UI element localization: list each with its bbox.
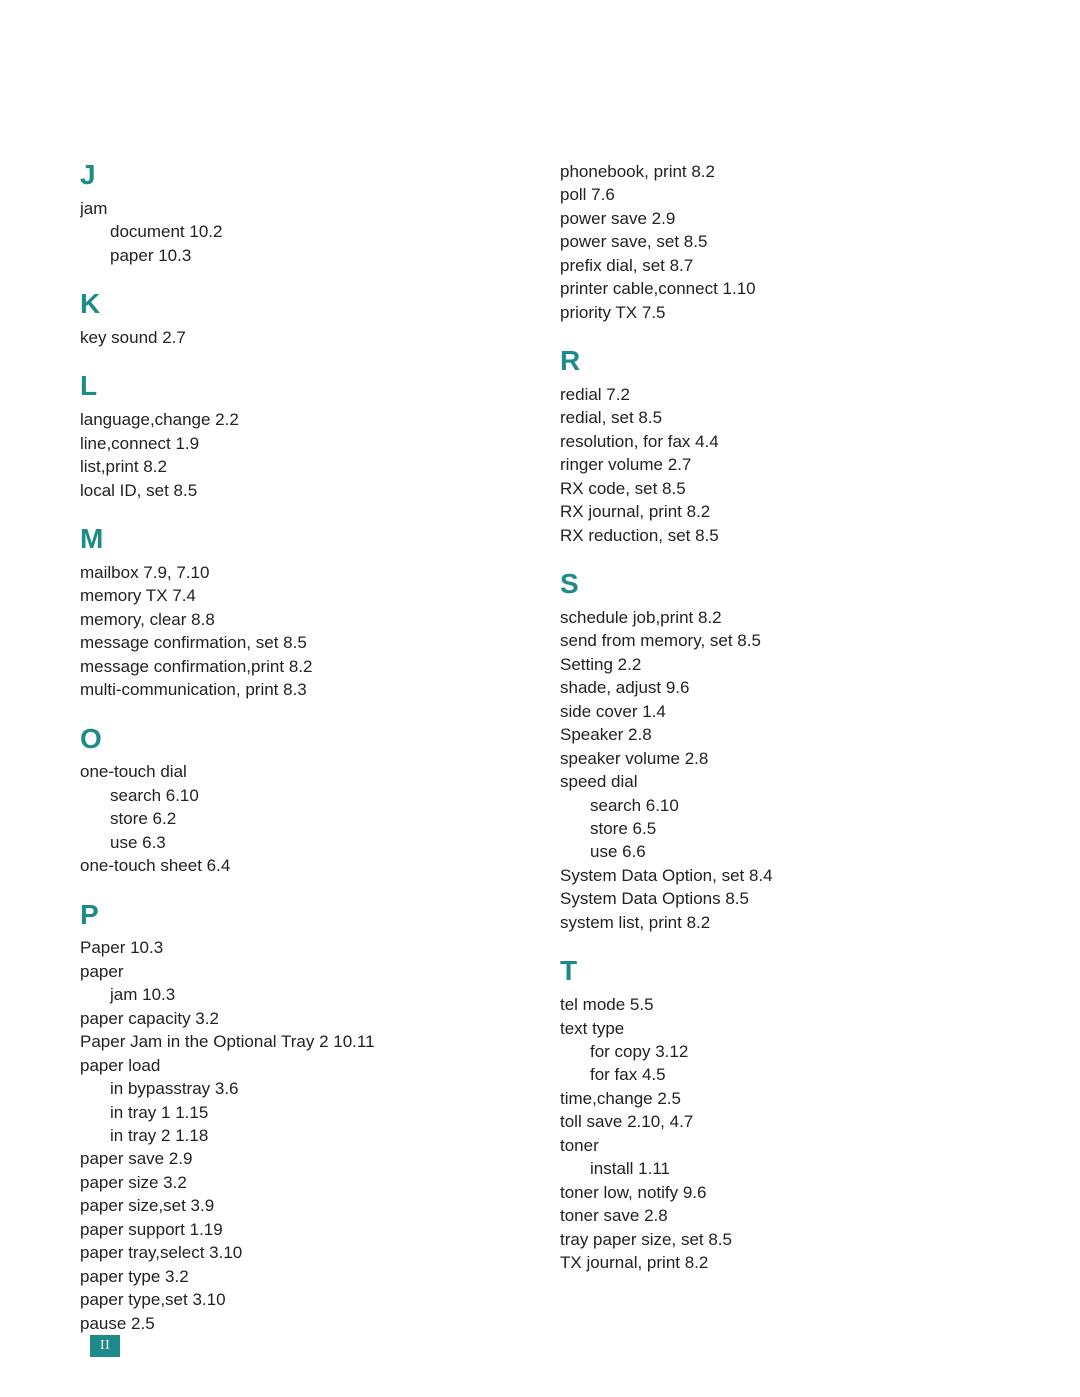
index-entry: paper capacity 3.2 <box>80 1007 520 1030</box>
index-entry: phonebook, print 8.2 <box>560 160 1000 183</box>
index-entry: printer cable,connect 1.10 <box>560 277 1000 300</box>
index-letter-r: R <box>560 346 1000 377</box>
index-page: Jjamdocument 10.2paper 10.3 Kkey sound 2.… <box>0 0 1080 1395</box>
index-entry: tray paper size, set 8.5 <box>560 1228 1000 1251</box>
index-entry: system list, print 8.2 <box>560 911 1000 934</box>
index-entry: memory, clear 8.8 <box>80 608 520 631</box>
index-entry: speed dial <box>560 770 1000 793</box>
index-entry: paper size 3.2 <box>80 1171 520 1194</box>
index-entry: install 1.11 <box>560 1157 1000 1180</box>
index-entry: message confirmation, set 8.5 <box>80 631 520 654</box>
index-entry: toll save 2.10, 4.7 <box>560 1110 1000 1133</box>
index-entry: message confirmation,print 8.2 <box>80 655 520 678</box>
index-entry: ringer volume 2.7 <box>560 453 1000 476</box>
index-entry: poll 7.6 <box>560 183 1000 206</box>
index-entry: prefix dial, set 8.7 <box>560 254 1000 277</box>
page-number-badge: II <box>90 1335 120 1357</box>
index-column-right: phonebook, print 8.2poll 7.6power save 2… <box>560 160 1000 1335</box>
index-letter-m: M <box>80 524 520 555</box>
index-letter-t: T <box>560 956 1000 987</box>
index-entry: memory TX 7.4 <box>80 584 520 607</box>
index-entry: redial, set 8.5 <box>560 406 1000 429</box>
index-entry: paper <box>80 960 520 983</box>
index-entry: time,change 2.5 <box>560 1087 1000 1110</box>
index-entry: power save, set 8.5 <box>560 230 1000 253</box>
index-entry: RX code, set 8.5 <box>560 477 1000 500</box>
index-letter-l: L <box>80 371 520 402</box>
index-column-left: Jjamdocument 10.2paper 10.3 Kkey sound 2.… <box>80 160 520 1335</box>
index-entry: RX journal, print 8.2 <box>560 500 1000 523</box>
index-entry: one-touch sheet 6.4 <box>80 854 520 877</box>
index-entry: document 10.2 <box>80 220 520 243</box>
index-entry: Paper Jam in the Optional Tray 2 10.11 <box>80 1030 520 1053</box>
index-entry: store 6.5 <box>560 817 1000 840</box>
index-entry: in bypasstray 3.6 <box>80 1077 520 1100</box>
index-entry: jam <box>80 197 520 220</box>
index-letter-o: O <box>80 724 520 755</box>
index-entry: side cover 1.4 <box>560 700 1000 723</box>
index-entry: Speaker 2.8 <box>560 723 1000 746</box>
index-letter-j: J <box>80 160 520 191</box>
index-entry: tel mode 5.5 <box>560 993 1000 1016</box>
index-entry: search 6.10 <box>560 794 1000 817</box>
index-entry: paper type 3.2 <box>80 1265 520 1288</box>
index-entry: paper save 2.9 <box>80 1147 520 1170</box>
index-entry: use 6.6 <box>560 840 1000 863</box>
index-entry: language,change 2.2 <box>80 408 520 431</box>
index-entry: paper load <box>80 1054 520 1077</box>
index-entry: shade, adjust 9.6 <box>560 676 1000 699</box>
index-entry: search 6.10 <box>80 784 520 807</box>
index-entry: line,connect 1.9 <box>80 432 520 455</box>
index-entry: for copy 3.12 <box>560 1040 1000 1063</box>
index-entry: store 6.2 <box>80 807 520 830</box>
index-entry: send from memory, set 8.5 <box>560 629 1000 652</box>
index-entry: speaker volume 2.8 <box>560 747 1000 770</box>
index-entry: System Data Options 8.5 <box>560 887 1000 910</box>
index-entry: local ID, set 8.5 <box>80 479 520 502</box>
index-entry: TX journal, print 8.2 <box>560 1251 1000 1274</box>
index-entry: priority TX 7.5 <box>560 301 1000 324</box>
index-entry: paper 10.3 <box>80 244 520 267</box>
index-entry: toner save 2.8 <box>560 1204 1000 1227</box>
index-entry: list,print 8.2 <box>80 455 520 478</box>
index-entry: redial 7.2 <box>560 383 1000 406</box>
index-entry: paper size,set 3.9 <box>80 1194 520 1217</box>
index-entry: toner low, notify 9.6 <box>560 1181 1000 1204</box>
index-entry: text type <box>560 1017 1000 1040</box>
index-entry: RX reduction, set 8.5 <box>560 524 1000 547</box>
index-entry: for fax 4.5 <box>560 1063 1000 1086</box>
index-entry: pause 2.5 <box>80 1312 520 1335</box>
index-entry: paper support 1.19 <box>80 1218 520 1241</box>
index-entry: multi-communication, print 8.3 <box>80 678 520 701</box>
index-entry: in tray 1 1.15 <box>80 1101 520 1124</box>
index-entry: paper tray,select 3.10 <box>80 1241 520 1264</box>
index-entry: Paper 10.3 <box>80 936 520 959</box>
index-entry: use 6.3 <box>80 831 520 854</box>
index-entry: schedule job,print 8.2 <box>560 606 1000 629</box>
index-entry: System Data Option, set 8.4 <box>560 864 1000 887</box>
index-entry: one-touch dial <box>80 760 520 783</box>
index-letter-p: P <box>80 900 520 931</box>
index-entry: jam 10.3 <box>80 983 520 1006</box>
index-entry: toner <box>560 1134 1000 1157</box>
index-letter-k: K <box>80 289 520 320</box>
index-entry: Setting 2.2 <box>560 653 1000 676</box>
index-entry: in tray 2 1.18 <box>80 1124 520 1147</box>
index-entry: power save 2.9 <box>560 207 1000 230</box>
index-entry: key sound 2.7 <box>80 326 520 349</box>
index-entry: resolution, for fax 4.4 <box>560 430 1000 453</box>
index-entry: paper type,set 3.10 <box>80 1288 520 1311</box>
index-entry: mailbox 7.9, 7.10 <box>80 561 520 584</box>
index-letter-s: S <box>560 569 1000 600</box>
